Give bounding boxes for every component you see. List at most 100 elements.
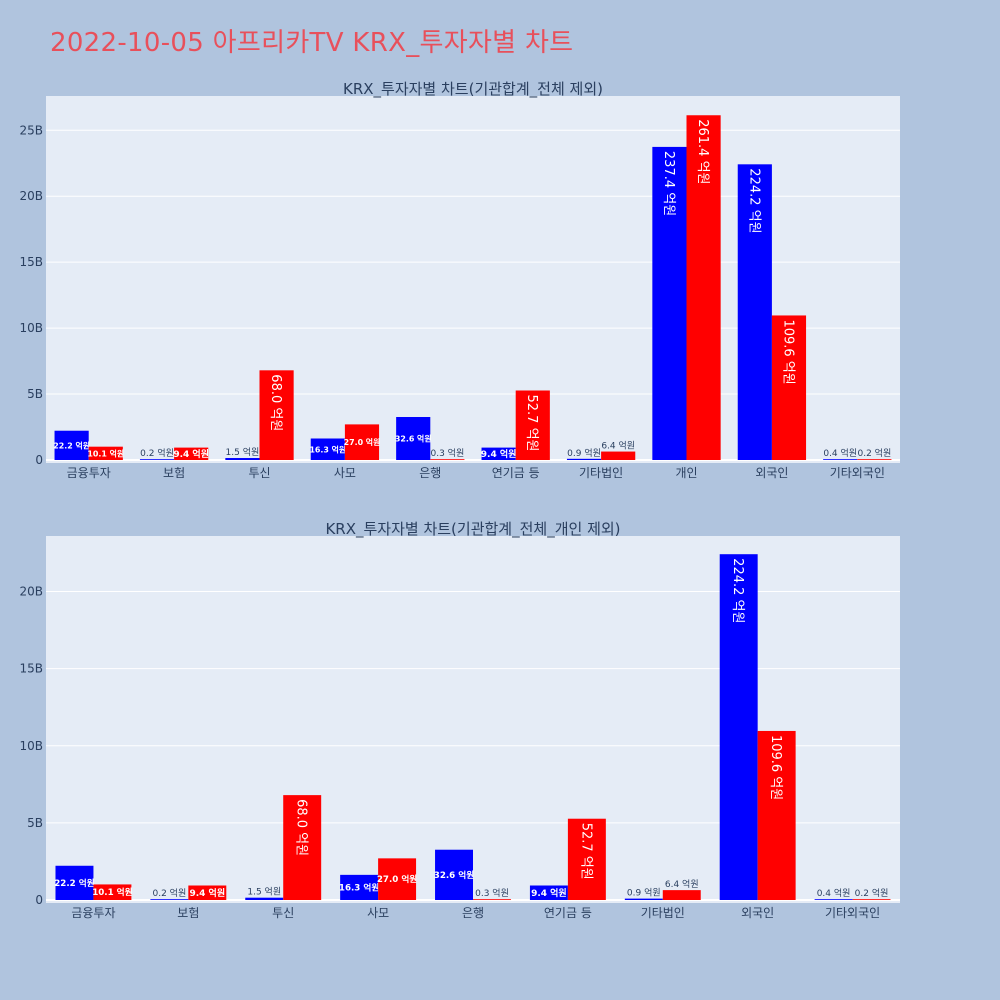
y-tick-label: 0 xyxy=(35,453,43,467)
bar-sell xyxy=(567,818,606,900)
x-tick-label: 투신 xyxy=(248,466,270,480)
data-label: 261.4 억원 xyxy=(695,119,710,184)
data-label: 9.4 억원 xyxy=(189,887,225,899)
x-tick-label: 투신 xyxy=(272,906,294,920)
bar-buy xyxy=(435,849,473,900)
data-label: 0.9 억원 xyxy=(627,887,661,899)
data-label: 32.6 억원 xyxy=(395,434,432,444)
bar-buy xyxy=(481,447,516,460)
data-label: 10.1 억원 xyxy=(92,886,132,898)
bar-sell xyxy=(852,899,891,900)
x-tick-label: 외국인 xyxy=(741,906,774,920)
data-label: 109.6 억원 xyxy=(780,319,795,384)
chart-2: 0 5B 10B 15B 20B KRX_투자자별 차트(기관합계_전체_개인 제외) 금융… xyxy=(19,520,900,920)
data-label: 32.6 억원 xyxy=(434,869,474,881)
bar-sell xyxy=(686,115,721,461)
data-label: 0.2 억원 xyxy=(140,447,174,459)
y-tick-label: 10B xyxy=(19,321,43,335)
data-label: 16.3 억원 xyxy=(339,881,379,893)
bar-buy xyxy=(340,874,379,900)
bar-buy xyxy=(225,458,260,460)
bar-buy xyxy=(139,459,175,460)
bar-sell xyxy=(662,890,701,900)
x-tick-label: 기타외국인 xyxy=(825,906,880,920)
data-label: 0.2 억원 xyxy=(858,447,892,459)
bar-buy xyxy=(719,554,758,900)
y-tick-label: 10B xyxy=(19,739,43,753)
y-tick-label: 25B xyxy=(19,123,43,137)
data-label: 0.3 억원 xyxy=(431,447,465,459)
data-label: 22.2 억원 xyxy=(53,440,90,450)
data-label: 0.2 억원 xyxy=(152,887,186,899)
data-label: 224.2 억원 xyxy=(730,558,745,623)
bar-buy xyxy=(396,417,431,460)
bar-sell xyxy=(473,899,511,900)
bar-sell xyxy=(378,858,417,900)
data-label: 224.2 억원 xyxy=(746,168,761,233)
data-label: 0.4 억원 xyxy=(817,887,851,899)
data-label: 27.0 억원 xyxy=(344,437,381,447)
x-tick-label: 금융투자 xyxy=(67,466,111,480)
data-label: 9.4 억원 xyxy=(531,887,567,899)
y-tick-label: 15B xyxy=(19,255,43,269)
bar-buy xyxy=(814,899,853,900)
x-tick-label: 기타법인 xyxy=(641,906,685,920)
bar-buy xyxy=(624,898,663,900)
x-tick-label: 기타법인 xyxy=(579,466,623,480)
bar-sell xyxy=(757,730,796,900)
bar-buy xyxy=(245,897,284,900)
bar-buy xyxy=(310,438,345,460)
chart-1: 0 5B 10B 15B 20B 25B KRX_투자자별 차트(기관합계_전체 제외) 금융… xyxy=(19,80,900,480)
data-label: 0.4 억원 xyxy=(823,447,857,459)
bar-sell xyxy=(430,459,465,460)
bar-sell xyxy=(174,447,209,460)
x-tick-label: 외국인 xyxy=(755,466,788,480)
data-label: 9.4 억원 xyxy=(481,448,517,460)
data-label: 237.4 억원 xyxy=(661,151,676,216)
data-label: 1.5 억원 xyxy=(226,446,260,458)
x-tick-label: 연기금 등 xyxy=(492,466,540,480)
data-label: 68.0 억원 xyxy=(268,374,283,431)
x-tick-label: 개인 xyxy=(675,466,697,480)
bar-sell xyxy=(259,370,294,460)
data-label: 0.3 억원 xyxy=(475,887,509,899)
bar-buy xyxy=(566,458,602,460)
bar-buy xyxy=(150,899,189,900)
data-label: 22.2 억원 xyxy=(54,877,94,889)
bar-buy xyxy=(737,164,772,460)
data-label: 0.9 억원 xyxy=(567,447,601,459)
bar-buy xyxy=(652,146,687,461)
y-tick-label: 5B xyxy=(27,387,43,401)
page-title: 2022-10-05 아프리카TV KRX_투자자별 차트 xyxy=(50,28,574,58)
data-label: 6.4 억원 xyxy=(665,878,699,890)
data-label: 109.6 억원 xyxy=(768,735,783,800)
bar-sell xyxy=(88,446,123,460)
bar-sell xyxy=(344,424,380,460)
data-label: 6.4 억원 xyxy=(601,440,635,452)
bar-sell xyxy=(283,795,322,900)
bar-sell xyxy=(771,315,807,460)
x-tick-label: 금융투자 xyxy=(71,906,115,920)
y-tick-label: 15B xyxy=(19,662,43,676)
bar-buy xyxy=(55,865,94,900)
x-tick-label: 기타외국인 xyxy=(830,466,885,480)
y-tick-label: 20B xyxy=(19,585,43,599)
y-tick-label: 0 xyxy=(35,893,43,907)
data-label: 52.7 억원 xyxy=(524,394,539,451)
data-label: 10.1 억원 xyxy=(87,448,124,458)
data-label: 27.0 억원 xyxy=(377,873,417,885)
bar-sell xyxy=(515,390,550,460)
x-tick-label: 사모 xyxy=(367,906,389,920)
bar-buy xyxy=(823,459,858,460)
bar-sell xyxy=(188,885,227,900)
data-label: 0.2 억원 xyxy=(855,887,889,899)
chart-title: KRX_투자자별 차트(기관합계_전체 제외) xyxy=(343,80,603,99)
x-tick-label: 연기금 등 xyxy=(544,906,592,920)
y-tick-label: 5B xyxy=(27,816,43,830)
chart-title: KRX_투자자별 차트(기관합계_전체_개인 제외) xyxy=(325,520,620,539)
bar-sell xyxy=(857,459,892,460)
bar-sell xyxy=(93,884,132,900)
x-tick-label: 보험 xyxy=(163,466,185,480)
data-label: 9.4 억원 xyxy=(173,448,209,460)
x-tick-label: 은행 xyxy=(462,905,484,920)
